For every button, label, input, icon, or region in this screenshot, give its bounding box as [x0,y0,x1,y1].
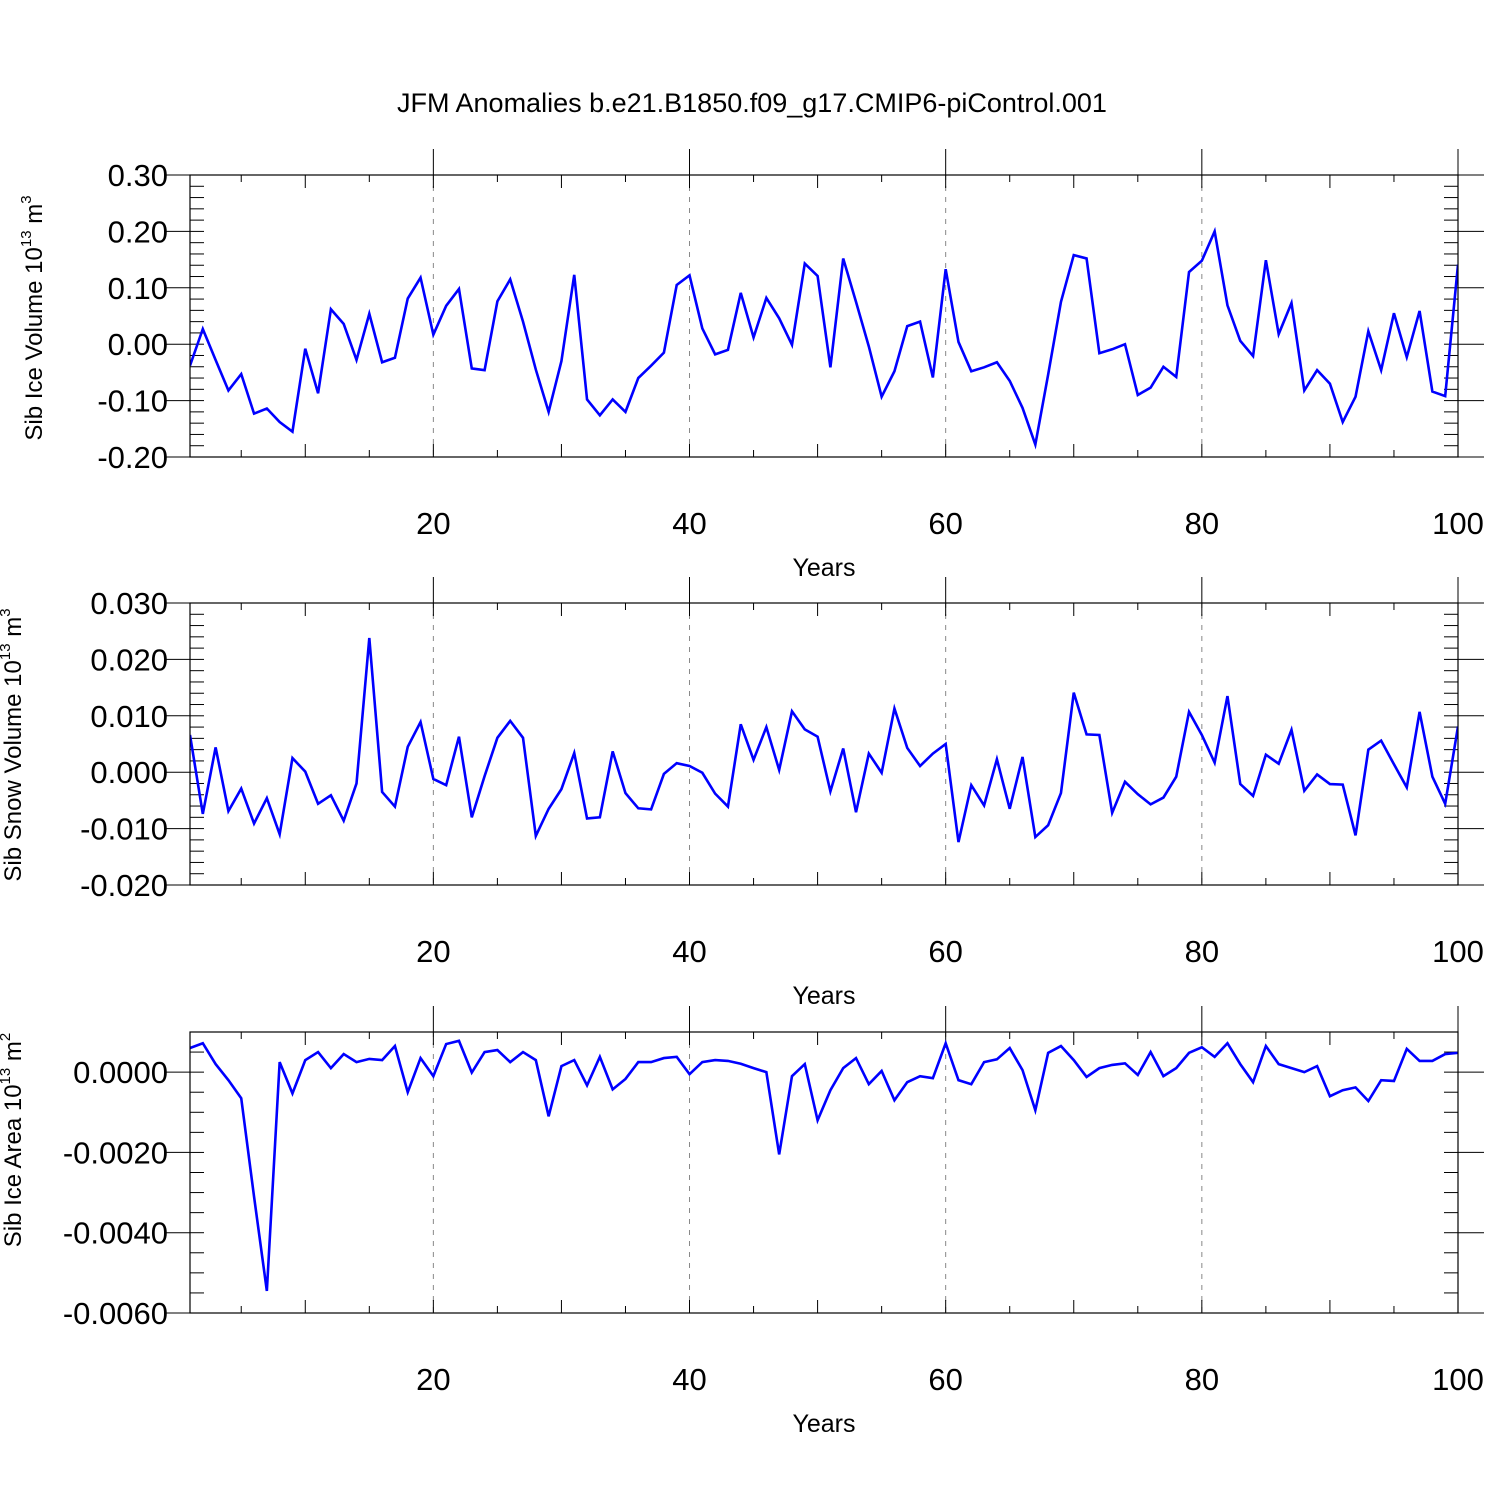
x-tick-label: 40 [672,506,706,541]
y-tick-label: 0.0000 [73,1055,168,1090]
x-tick-label: 60 [928,1362,962,1397]
x-tick-label: 60 [928,506,962,541]
y-axis-title-unit-exponent: 2 [0,1033,14,1041]
chart-panels: 0.30 0.20 0.10 0.00 -0.10 -0.20 20 40 60 80 100 Yea… [0,149,1484,1438]
series-line-ice-area [190,1039,1458,1292]
series-line-snow-volume [190,637,1458,843]
y-tick-label: -0.020 [80,868,168,903]
x-tick-label: 100 [1432,506,1484,541]
y-axis-title: Sib Ice Area 1013 m2 [0,1033,27,1247]
y-axis-title-exponent: 13 [0,1068,14,1085]
series-line-ice-volume [190,226,1458,450]
y-tick-label: 0.30 [108,158,168,193]
y-tick-label: -0.0060 [63,1296,168,1331]
y-axis-title: Sib Snow Volume 1013 m3 [0,608,27,881]
y-tick-label: -0.0040 [63,1216,168,1251]
y-axis-title-unit-exponent: 3 [0,608,14,616]
x-tick-label: 20 [416,506,450,541]
y-tick-label: 0.20 [108,214,168,249]
y-tick-label: -0.010 [80,812,168,847]
plot-frame [189,174,1459,458]
y-tick-label: -0.20 [97,440,168,475]
y-tick-label: -0.0020 [63,1135,168,1170]
x-tick-label: 80 [1185,934,1219,969]
x-axis-title: Years [792,554,855,582]
x-tick-label: 40 [672,1362,706,1397]
plot-frame [189,602,1459,886]
x-axis-title: Years [792,1410,855,1438]
y-tick-label: 0.010 [90,699,168,734]
x-tick-label: 100 [1432,1362,1484,1397]
panel-ice-volume: 0.30 0.20 0.10 0.00 -0.10 -0.20 20 40 60 80 100 Yea… [18,149,1484,582]
y-tick-label: 0.10 [108,271,168,306]
y-tick-label: 0.00 [108,327,168,362]
x-tick-label: 80 [1185,1362,1219,1397]
y-axis-title-unit: m [0,1041,27,1068]
x-axis-title: Years [792,982,855,1010]
x-tick-label: 100 [1432,934,1484,969]
y-axis-title: Sib Ice Volume 1013 m3 [18,195,48,440]
y-tick-label: 0.020 [90,642,168,677]
y-axis-title-exponent: 13 [0,643,14,660]
panel-ice-area: 0.0000 -0.0020 -0.0040 -0.0060 20 40 60 80 100 Ye… [0,1006,1484,1438]
plot-frame [189,1031,1459,1314]
y-axis-title-text: Sib Snow Volume 10 [0,660,27,881]
x-tick-label: 20 [416,1362,450,1397]
y-axis-title-text: Sib Ice Volume 10 [21,247,48,440]
y-axis-title-unit: m [21,204,48,231]
y-axis-title-text: Sib Ice Area 10 [0,1084,27,1247]
panel-snow-volume: 0.030 0.020 0.010 0.000 -0.010 -0.020 20 40 60 80… [0,577,1484,1010]
x-tick-label: 60 [928,934,962,969]
y-axis-title-exponent: 13 [18,230,35,247]
x-tick-label: 40 [672,934,706,969]
chart-title: JFM Anomalies b.e21.B1850.f09_g17.CMIP6-… [397,88,1107,118]
y-tick-label: 0.000 [90,755,168,790]
y-tick-label: -0.10 [97,384,168,419]
y-axis-title-unit-exponent: 3 [18,195,35,203]
x-tick-label: 80 [1185,506,1219,541]
y-axis-title-unit: m [0,617,27,644]
x-tick-label: 20 [416,934,450,969]
y-tick-label: 0.030 [90,586,168,621]
